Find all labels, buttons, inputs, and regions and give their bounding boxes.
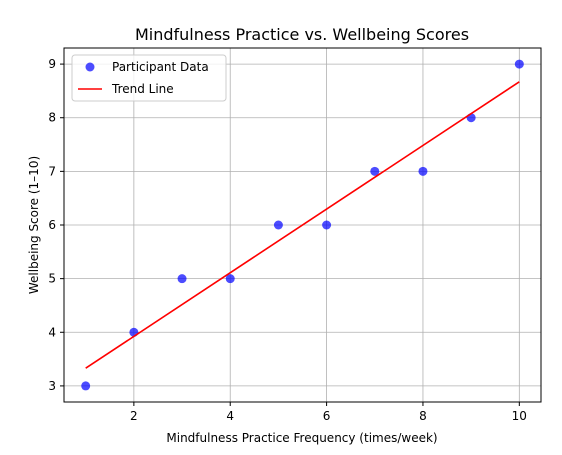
y-tick-label: 5 [48, 272, 56, 286]
y-tick-label: 9 [48, 57, 56, 71]
x-tick-label: 4 [226, 409, 234, 423]
data-point [466, 113, 476, 123]
legend-label: Trend Line [111, 82, 174, 96]
x-tick-label: 6 [323, 409, 331, 423]
y-tick-label: 6 [48, 218, 56, 232]
data-point [273, 220, 283, 230]
y-tick-label: 8 [48, 111, 56, 125]
legend-box [71, 54, 227, 102]
data-point [322, 220, 332, 230]
data-point [225, 274, 235, 284]
y-tick-label: 7 [48, 164, 56, 178]
legend-marker [85, 62, 95, 72]
data-point [177, 274, 187, 284]
x-axis-label: Mindfulness Practice Frequency (times/we… [166, 431, 437, 445]
y-tick-label: 4 [48, 325, 56, 339]
y-tick-label: 3 [48, 379, 56, 393]
x-tick-label: 2 [130, 409, 138, 423]
x-tick-label: 8 [419, 409, 427, 423]
data-point [418, 166, 428, 176]
data-point [514, 59, 524, 69]
legend-label: Participant Data [112, 60, 209, 74]
legend: Participant Data Trend Line [71, 54, 227, 102]
x-tick-label: 10 [512, 409, 527, 423]
y-axis-label: Wellbeing Score (1–10) [27, 156, 41, 294]
data-point [370, 166, 380, 176]
data-point [129, 327, 139, 337]
trend-line [85, 81, 520, 369]
data-point [81, 381, 91, 391]
axis-ticks: 2 4 6 8 10 3 4 5 6 7 8 9 [48, 57, 527, 423]
plot-area [81, 59, 524, 391]
chart-title: Mindfulness Practice vs. Wellbeing Score… [135, 25, 469, 44]
